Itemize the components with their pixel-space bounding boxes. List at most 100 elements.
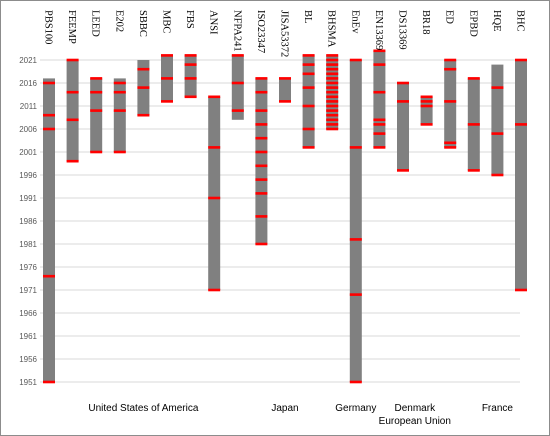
revision-mark-pbs100-1951 <box>43 380 55 384</box>
revision-mark-fbs-2022 <box>184 54 197 57</box>
revision-mark-iso23347-2010 <box>255 109 268 112</box>
y-tick-label-1956: 1956 <box>19 355 37 364</box>
revision-mark-e202-2014 <box>113 90 126 94</box>
bar-ansi <box>208 96 221 290</box>
bar-pbs100 <box>43 78 55 383</box>
revision-mark-iso23347-1998 <box>255 164 268 168</box>
revision-mark-bl-2020 <box>302 63 315 66</box>
x-tick-label-ed: ED <box>444 10 455 24</box>
revision-mark-bl-2022 <box>302 54 315 57</box>
revision-mark-iso23347-2004 <box>255 136 268 140</box>
revision-mark-jisa53372-2017 <box>279 77 291 80</box>
revision-mark-ed-2002 <box>444 146 457 149</box>
revision-mark-ds13369-2016 <box>397 81 409 85</box>
revision-mark-epbd-2007 <box>467 123 480 126</box>
y-axis: 1951 1956 1961 1966 1971 1976 1981 1986 1991 1996… <box>19 56 37 387</box>
revision-mark-e202-2010 <box>113 109 126 112</box>
revision-mark-e202-2001 <box>113 150 126 154</box>
revision-mark-mbc-2022 <box>161 54 173 57</box>
bar-group-feemp <box>66 58 79 163</box>
bar-fbs <box>184 55 197 97</box>
revision-mark-en13369-2008 <box>373 118 386 122</box>
revision-mark-bhc-2007 <box>515 123 527 126</box>
bar-group-bl <box>302 54 315 149</box>
bar-group-bhsma <box>326 54 339 131</box>
x-tick-label-bhsma: BHSMA <box>326 10 337 48</box>
bar-group-fbs <box>184 54 197 99</box>
revision-mark-bhsma-2007 <box>326 123 339 126</box>
y-tick-label-2021: 2021 <box>19 56 37 65</box>
revision-mark-ansi-1971 <box>208 288 221 292</box>
bar-ed <box>444 60 457 148</box>
revision-mark-bhsma-2017 <box>326 77 339 80</box>
x-tick-label-sbbc: SBBC <box>137 10 148 37</box>
revision-mark-br18-2011 <box>420 104 433 108</box>
y-tick-label-2001: 2001 <box>19 148 37 157</box>
bar-group-e202 <box>113 78 126 154</box>
revision-mark-epbd-1997 <box>467 169 480 172</box>
x-tick-label-ansi: ANSI <box>208 10 219 35</box>
bar-ds13369 <box>397 83 409 171</box>
revision-mark-pbs100-2016 <box>43 81 55 85</box>
revision-mark-feemp-2008 <box>66 118 79 122</box>
revision-mark-iso23347-2014 <box>255 90 268 94</box>
revision-mark-bhsma-2021 <box>326 58 339 62</box>
x-tick-label-bl: BL <box>302 10 313 23</box>
revision-mark-mbc-2017 <box>161 77 173 80</box>
revision-mark-nfpa241-2010 <box>231 109 244 112</box>
bar-group-iso23347 <box>255 77 268 246</box>
revision-mark-fbs-2020 <box>184 63 197 66</box>
x-tick-label-br18: BR18 <box>420 10 431 35</box>
revision-mark-nfpa241-2022 <box>231 54 244 57</box>
revision-mark-hqe-1996 <box>491 173 504 177</box>
y-tick-label-1986: 1986 <box>19 217 37 226</box>
standard-bars <box>43 49 527 384</box>
y-tick-label-2016: 2016 <box>19 79 37 88</box>
revision-mark-pbs100-2006 <box>43 127 55 131</box>
revision-mark-bhsma-2019 <box>326 67 339 71</box>
bar-group-ds13369 <box>397 81 409 172</box>
revision-mark-leed-2001 <box>90 150 103 154</box>
bar-group-nfpa241 <box>231 54 244 120</box>
y-tick-label-1966: 1966 <box>19 309 37 318</box>
revision-mark-en13369-2002 <box>373 146 386 149</box>
x-tick-label-ds13369: DS13369 <box>397 10 408 50</box>
x-tick-label-hqe: HQE <box>491 10 502 32</box>
revision-mark-ansi-2002 <box>208 146 221 149</box>
x-tick-label-pbs100: PBS100 <box>43 10 54 44</box>
revision-mark-bhsma-2006 <box>326 127 339 131</box>
bar-enev <box>349 60 362 382</box>
bar-group-en13369 <box>373 49 386 149</box>
x-tick-label-bhc: BHC <box>515 10 526 32</box>
revision-mark-bhsma-2010 <box>326 109 339 112</box>
y-tick-label-1961: 1961 <box>19 332 37 341</box>
revision-mark-iso23347-1987 <box>255 215 268 218</box>
revision-mark-iso23347-1992 <box>255 192 268 195</box>
x-tick-label-iso23347: ISO23347 <box>255 10 266 53</box>
revision-mark-fbs-2017 <box>184 77 197 80</box>
x-tick-label-enev: EnEv <box>349 10 360 34</box>
revision-mark-feemp-2021 <box>66 58 79 62</box>
bar-bhc <box>515 60 527 290</box>
revision-mark-leed-2010 <box>90 109 103 112</box>
bar-group-mbc <box>161 54 173 103</box>
revision-mark-pbs100-2009 <box>43 113 55 117</box>
revision-mark-mbc-2012 <box>161 100 173 103</box>
revision-mark-feemp-2014 <box>66 90 79 94</box>
revision-mark-bhsma-2012 <box>326 100 339 103</box>
revision-mark-bhc-2021 <box>515 58 527 62</box>
revision-mark-bl-2018 <box>302 72 315 76</box>
bar-bl <box>302 55 315 148</box>
y-tick-label-1991: 1991 <box>19 194 37 203</box>
revision-mark-en13369-2005 <box>373 132 386 135</box>
revision-mark-en13369-2023 <box>373 49 386 53</box>
bar-hqe <box>491 64 504 175</box>
revision-mark-iso23347-2001 <box>255 150 268 154</box>
revision-mark-feemp-1999 <box>66 159 79 163</box>
revision-mark-leed-2017 <box>90 77 103 80</box>
bar-group-bhc <box>515 58 527 292</box>
bar-jisa53372 <box>279 78 291 102</box>
x-tick-label-mbc: MBC <box>161 10 172 33</box>
revision-mark-ed-2012 <box>444 100 457 103</box>
bar-group-hqe <box>491 64 504 177</box>
